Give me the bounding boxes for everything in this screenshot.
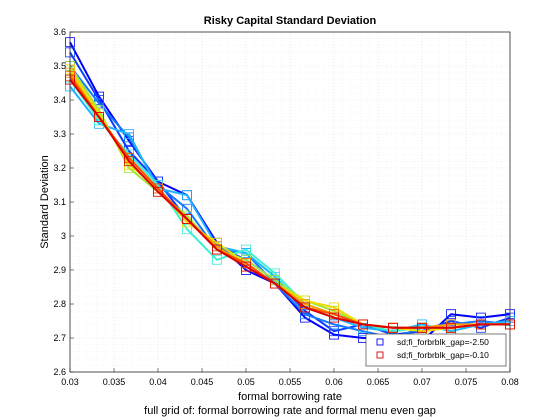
y-tick-label: 3.5 — [53, 61, 66, 71]
data-point — [300, 302, 310, 313]
y-tick-label: 3.4 — [53, 95, 66, 105]
data-point — [182, 203, 192, 214]
legend-box — [365, 333, 507, 367]
data-point — [153, 186, 163, 197]
data-point — [270, 268, 280, 279]
series-line — [69, 78, 510, 329]
data-point — [417, 322, 427, 333]
legend-marker-last — [376, 351, 384, 359]
x-tick-label: 0.06 — [325, 377, 343, 387]
y-tick-label: 3.3 — [53, 129, 66, 139]
y-axis-label: Standard Deviation — [39, 155, 51, 249]
data-point — [124, 156, 134, 167]
data-point — [300, 309, 310, 320]
x-tick-label: 0.045 — [191, 377, 214, 387]
y-ticks: 2.6 2.7 2.8 2.9 3 3.1 3.2 3.3 3.4 3.5 3.6 — [53, 27, 74, 377]
data-point — [446, 309, 456, 320]
data-point — [212, 254, 222, 265]
data-point — [329, 302, 339, 313]
x-tick-label: 0.035 — [103, 377, 126, 387]
series-layer — [65, 37, 515, 347]
chart-title: Risky Capital Standard Deviation — [204, 15, 377, 27]
legend-label-last: sd;fi_forbrblk_gap=-0.10 — [397, 350, 489, 360]
data-point — [329, 319, 339, 330]
x-tick-label: 0.08 — [501, 377, 519, 387]
y-tick-label: 2.7 — [53, 333, 66, 343]
y-tick-label: 2.8 — [53, 299, 66, 309]
x-tick-label: 0.05 — [237, 377, 255, 387]
y-tick-label: 2.9 — [53, 265, 66, 275]
grid — [69, 31, 511, 373]
legend-label-first: sd;fi_forbrblk_gap=-2.50 — [397, 337, 489, 347]
data-point — [124, 129, 134, 139]
data-point — [94, 112, 104, 122]
data-point — [241, 261, 251, 272]
data-point — [241, 244, 251, 255]
data-point — [329, 326, 339, 337]
data-point — [329, 312, 339, 323]
x-ticks: 0.03 0.035 0.04 0.045 0.05 0.055 0.06 0.065 0.07… — [61, 368, 519, 387]
legend-marker-first — [376, 338, 384, 346]
legend: sd;fi_forbrblk_gap=-2.50 sd;fi_forbrblk_… — [365, 333, 507, 367]
data-point — [182, 190, 192, 201]
y-tick-label: 3.1 — [53, 197, 66, 207]
chart-caption: full grid of: formal borrowing rate and … — [144, 405, 436, 417]
x-tick-label: 0.055 — [279, 377, 302, 387]
data-point — [358, 319, 368, 330]
data-point — [182, 224, 192, 235]
y-tick-label: 3.6 — [53, 27, 66, 37]
x-tick-label: 0.04 — [149, 377, 167, 387]
data-point — [388, 322, 398, 333]
data-point — [182, 214, 192, 224]
x-tick-label: 0.065 — [367, 377, 390, 387]
y-tick-label: 3 — [61, 231, 66, 241]
x-axis-label: formal borrowing rate — [238, 391, 342, 403]
x-tick-label: 0.03 — [61, 377, 79, 387]
y-tick-label: 2.6 — [53, 367, 66, 377]
data-point — [212, 244, 222, 255]
x-tick-label: 0.07 — [413, 377, 431, 387]
x-tick-label: 0.075 — [455, 377, 478, 387]
series-9 — [65, 74, 515, 333]
data-point — [270, 278, 280, 289]
data-point — [476, 319, 486, 330]
y-tick-label: 3.2 — [53, 163, 66, 173]
data-point — [446, 322, 456, 333]
